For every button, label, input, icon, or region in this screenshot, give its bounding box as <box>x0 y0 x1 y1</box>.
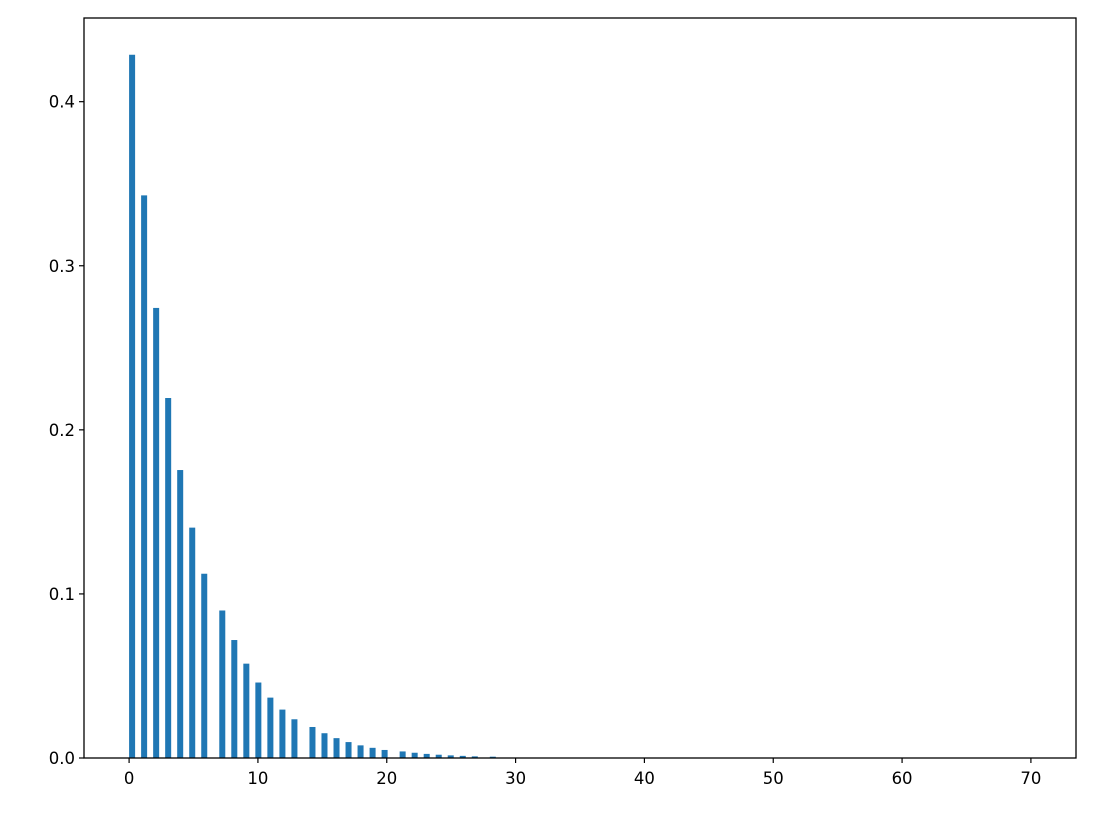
bar <box>177 470 184 758</box>
x-tick-label: 70 <box>1020 769 1041 788</box>
bar <box>255 682 262 758</box>
bar <box>279 709 286 758</box>
bar <box>381 749 388 758</box>
x-axis: 0 10 20 30 40 50 60 70 <box>124 758 1041 788</box>
x-tick-label: 40 <box>634 769 655 788</box>
bar <box>369 747 376 758</box>
bar <box>219 610 226 758</box>
bar <box>129 54 136 758</box>
y-tick-label: 0.4 <box>49 93 75 112</box>
y-tick-label: 0.3 <box>49 257 75 276</box>
bar <box>357 745 364 758</box>
bar <box>309 726 316 758</box>
bar <box>489 756 496 758</box>
bar <box>141 195 148 758</box>
bar <box>435 754 442 758</box>
bar <box>153 307 160 758</box>
y-tick-label: 0.1 <box>49 585 75 604</box>
bar <box>165 398 172 758</box>
bar <box>411 752 418 758</box>
bar <box>267 697 274 758</box>
bar <box>291 719 298 758</box>
bar <box>399 751 406 758</box>
x-tick-label: 0 <box>124 769 135 788</box>
plot-frame <box>83 17 1077 759</box>
bar <box>333 738 340 758</box>
x-tick-label: 60 <box>892 769 913 788</box>
bar <box>345 742 352 758</box>
bar <box>459 755 466 758</box>
bar <box>243 663 250 758</box>
bar <box>321 733 328 758</box>
bar <box>189 527 196 758</box>
bar <box>423 753 430 758</box>
x-tick-label: 50 <box>763 769 784 788</box>
bars <box>129 54 496 758</box>
y-tick-label: 0.0 <box>49 749 75 768</box>
y-tick-label: 0.2 <box>49 421 75 440</box>
x-tick-label: 30 <box>505 769 526 788</box>
bar <box>471 756 478 758</box>
bar <box>201 573 208 758</box>
bar <box>231 640 238 758</box>
x-tick-label: 20 <box>376 769 397 788</box>
y-axis: 0.0 0.1 0.2 0.3 0.4 <box>49 93 84 768</box>
bar <box>447 755 454 758</box>
x-tick-label: 10 <box>247 769 268 788</box>
